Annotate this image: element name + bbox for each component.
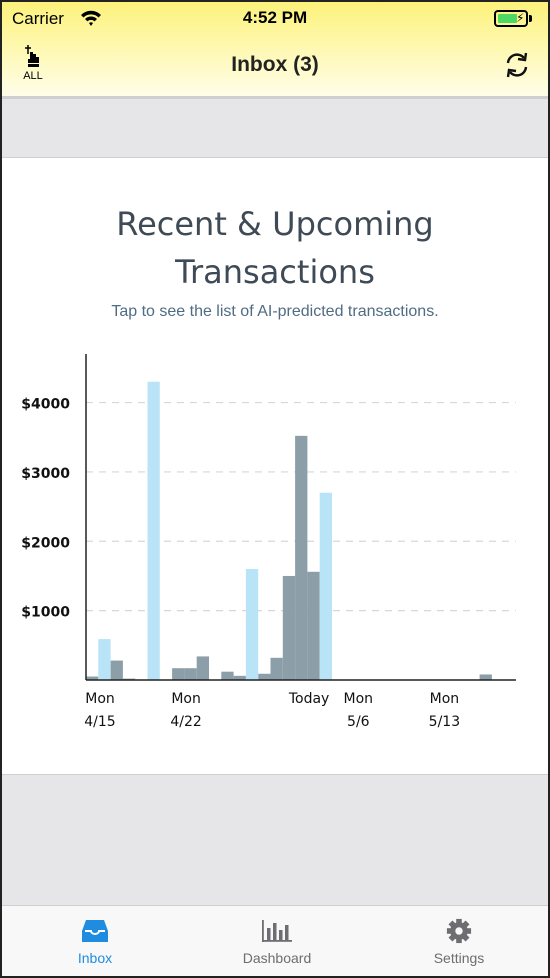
predicted-bar[interactable] [320,493,332,680]
transactions-chart[interactable]: $1000 $2000 $3000 $4000 Mon 4/15 Mon 4/22 Today M… [2,348,548,748]
transactions-card[interactable]: Recent & Upcoming Transactions Tap to se… [2,158,548,774]
top-spacer [2,96,548,158]
y-tick-label: $1000 [21,605,70,621]
clock: 4:52 PM [2,8,548,28]
actual-bar[interactable] [172,668,184,680]
tab-settings-label: Settings [404,950,514,966]
actual-bar[interactable] [271,658,283,680]
card-title-line1: Recent & Upcoming [2,200,548,248]
tab-inbox[interactable]: Inbox [40,906,150,978]
bar-chart-icon [260,918,294,944]
gear-icon [445,918,473,944]
x-tick-sublabel: 4/15 [84,714,115,730]
card-title: Recent & Upcoming Transactions [2,200,548,296]
x-tick-label: Today [288,691,330,707]
actual-bar[interactable] [480,674,492,680]
actual-bar[interactable] [283,576,295,680]
y-tick-label: $4000 [21,397,70,413]
x-tick-label: Mon [171,691,201,707]
y-tick-label: $2000 [21,535,70,551]
tab-inbox-label: Inbox [40,950,150,966]
battery-icon: ⚡ [494,10,528,27]
x-tick-sublabel: 5/6 [347,714,370,730]
card-subtitle: Tap to see the list of AI-predicted tran… [2,303,548,321]
status-bar: Carrier 4:52 PM ⚡ [2,2,548,36]
actual-bar[interactable] [197,656,209,680]
tab-bar: Inbox Dashboard [2,906,548,978]
y-tick-label: $3000 [21,466,70,482]
predicted-bar[interactable] [148,382,160,680]
tab-settings[interactable]: Settings [404,906,514,978]
actual-bar[interactable] [307,572,319,680]
bottom-spacer [2,774,548,906]
predicted-bar[interactable] [98,639,110,680]
battery-tip [529,15,532,22]
x-tick-label: Mon [430,691,460,707]
actual-bar[interactable] [111,661,123,680]
actual-bar[interactable] [258,674,270,680]
x-tick-label: Mon [85,691,115,707]
tab-dashboard[interactable]: Dashboard [222,906,332,978]
x-tick-label: Mon [344,691,374,707]
refresh-button[interactable] [502,50,532,80]
actual-bar[interactable] [221,672,233,680]
inbox-tray-icon [81,918,109,944]
x-tick-sublabel: 4/22 [170,714,201,730]
tab-dashboard-label: Dashboard [222,950,332,966]
actual-bar[interactable] [295,436,307,680]
card-title-line2: Transactions [2,248,548,296]
page-title: Inbox (3) [2,53,548,77]
predicted-bar[interactable] [246,569,258,680]
actual-bar[interactable] [184,668,196,680]
x-tick-sublabel: 5/13 [429,714,460,730]
refresh-icon [502,50,532,80]
header: Carrier 4:52 PM ⚡ ALL Inbox (3) [2,2,548,96]
